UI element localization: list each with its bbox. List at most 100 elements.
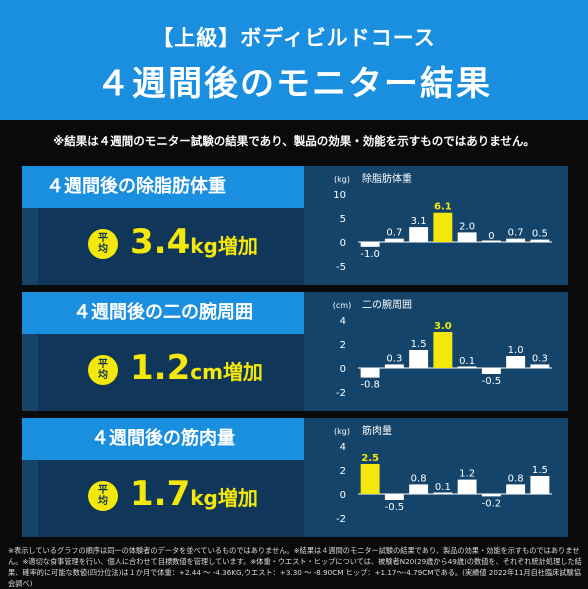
bar-value-label: -0.5 [482,376,502,387]
average-badge-line2: 均 [98,244,108,255]
average-box: 平 均 3.4kg増加 [38,208,304,285]
bar [409,484,429,494]
y-tick-label: -5 [336,262,346,273]
chart-title: 二の腕周囲 [362,298,412,311]
average-unit: kg [190,234,218,258]
bar-value-label: 0.1 [459,356,475,367]
y-tick-label: 5 [340,214,346,225]
bar [506,238,526,242]
bar [384,238,404,242]
chart-muscle-mass: (kg) 筋肉量 4 2 0 -2 2.5 -0.5 0.8 0.1 1.2 -0.2 0.8 1.5 [304,418,568,537]
result-panel-muscle-mass: ４週間後の筋肉量 平 均 1.7kg増加 (kg) 筋肉量 4 2 0 -2 2.5 -0.5… [22,418,568,537]
average-box: 平 均 1.2cm増加 [38,334,304,411]
average-badge: 平 均 [88,481,118,511]
bar [506,356,526,368]
bar [530,239,550,242]
bar [457,232,477,242]
bar-value-label: 0.7 [386,228,402,239]
bar-value-label: -1.0 [360,249,380,260]
average-unit: kg [190,486,218,510]
y-tick-label: 0 [340,364,346,375]
bar-value-label: -0.8 [360,380,380,391]
bar [481,240,501,242]
y-tick-label: 2 [340,340,346,351]
average-badge-line1: 平 [98,359,108,370]
bar [481,368,501,374]
bar-value-label: 1.5 [532,465,548,476]
bar [457,366,477,368]
bar-value-label: 0.8 [411,473,427,484]
panel-title: ４週間後の二の腕周囲 [22,292,304,334]
chart-title: 筋肉量 [362,424,392,437]
bar-value-label: 1.0 [508,345,524,356]
chart-svg: (kg) 除脂肪体重 10 5 0 -5 -1.0 0.7 3.1 6.1 2.0 0 0.7 0.5 [333,172,552,273]
bar-value-label: 3.1 [411,216,427,227]
bar-value-label: 1.5 [411,339,427,350]
bar [409,350,429,368]
bar [457,479,477,494]
bar-value-label: 0.1 [435,482,451,493]
average-number: 1.2 [130,348,191,388]
chart-svg: (cm) 二の腕周囲 4 2 0 -2 -0.8 0.3 1.5 3.0 0.1 -0.5 1.0 0.3 [333,298,552,399]
average-suffix: 増加 [222,360,263,384]
average-suffix: 増加 [217,486,258,510]
y-tick-label: 0 [340,238,346,249]
average-badge: 平 均 [88,229,118,259]
header-banner: 【上級】ボディビルドコース ４週間後のモニター結果 [0,0,588,120]
bar [481,494,501,497]
bar-value-label: -0.2 [482,498,502,509]
average-badge: 平 均 [88,355,118,385]
course-title: 【上級】ボディビルドコース [152,26,436,50]
axis-unit-label: (cm) [333,301,351,310]
average-box: 平 均 1.7kg増加 [38,460,304,537]
y-tick-label: 4 [340,316,346,327]
footnote-text: ※表示しているグラフの順序は同一の体験者のデータを並べているものではありません。… [8,546,582,588]
average-badge-line2: 均 [98,370,108,381]
average-value: 3.4kg増加 [130,222,258,262]
bar [384,494,404,500]
bar [433,492,453,494]
chart-lean-mass: (kg) 除脂肪体重 10 5 0 -5 -1.0 0.7 3.1 6.1 2.0 0 0.7 0.5 [304,166,568,285]
y-tick-label: 2 [340,466,346,477]
bar-value-label: 0.5 [532,229,548,240]
average-unit: cm [190,360,223,384]
chart-title: 除脂肪体重 [362,172,412,185]
disclaimer-text: ※結果は４週間のモニター試験の結果であり、製品の効果・効能を示すものではありませ… [53,134,535,148]
y-tick-label: -2 [336,514,346,525]
result-panel-lean-mass: ４週間後の除脂肪体重 平 均 3.4kg増加 (kg) 除脂肪体重 10 5 0 -5 -1… [22,166,568,285]
bar [433,212,453,242]
average-badge-line1: 平 [98,485,108,496]
y-tick-label: -2 [336,388,346,399]
average-badge-line2: 均 [98,496,108,507]
result-panel-upper-arm: ４週間後の二の腕周囲 平 均 1.2cm増加 (cm) 二の腕周囲 4 2 0 -2 -0.… [22,292,568,411]
bar-value-label: 2.5 [361,453,379,464]
bar-value-label: 0.3 [532,353,548,364]
bar-value-label: 0.8 [508,473,524,484]
bar-value-label: 2.0 [459,221,475,232]
y-tick-label: 4 [340,442,346,453]
bar [409,227,429,242]
bar-value-label: 3.0 [434,321,452,332]
chart-svg: (kg) 筋肉量 4 2 0 -2 2.5 -0.5 0.8 0.1 1.2 -0.2 0.8 1.5 [334,424,552,525]
average-badge-line1: 平 [98,233,108,244]
panel-title: ４週間後の除脂肪体重 [22,166,304,208]
bar-value-label: -0.5 [385,502,405,513]
page-title: ４週間後のモニター結果 [96,64,492,104]
average-number: 3.4 [130,222,191,262]
average-value: 1.7kg増加 [130,474,258,514]
panel-title: ４週間後の筋肉量 [22,418,304,460]
bar [384,364,404,368]
bar [360,242,380,247]
average-number: 1.7 [130,474,191,514]
bar [506,484,526,494]
y-tick-label: 0 [340,490,346,501]
axis-unit-label: (kg) [334,175,350,184]
bar [433,332,453,368]
axis-unit-label: (kg) [334,427,350,436]
average-value: 1.2cm増加 [130,348,263,388]
y-tick-label: 10 [333,190,346,201]
bar [360,368,380,378]
bar [530,476,550,494]
bar-value-label: 1.2 [459,469,475,480]
bar-value-label: 0 [488,231,494,242]
